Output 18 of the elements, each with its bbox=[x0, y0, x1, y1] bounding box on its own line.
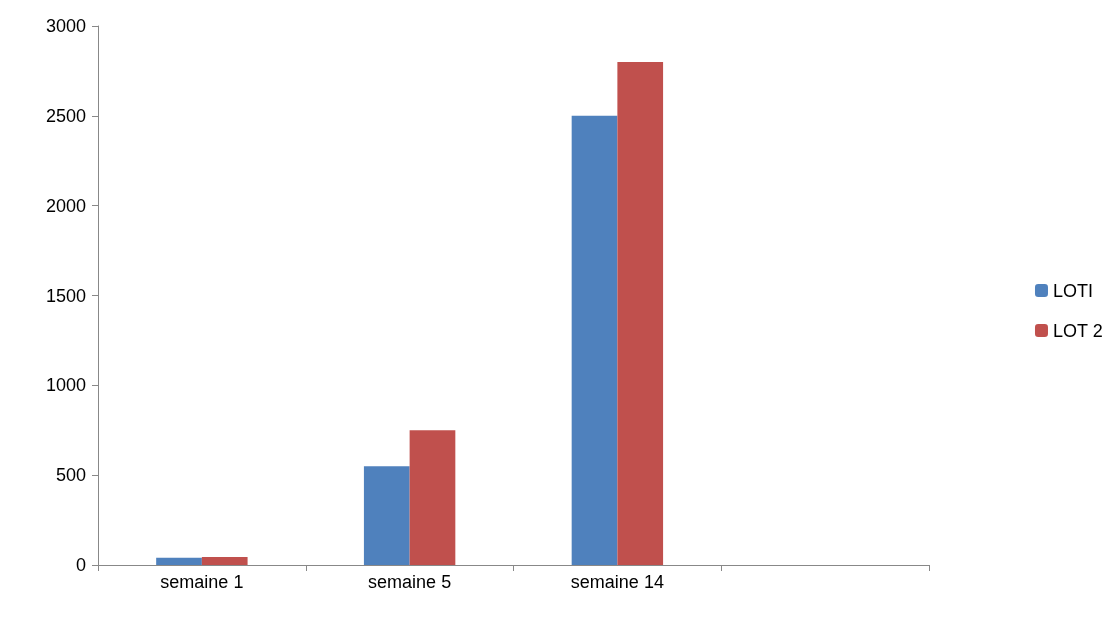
legend-label: LOTI bbox=[1052, 280, 1093, 301]
bar bbox=[156, 557, 202, 565]
x-tick-label: semaine 5 bbox=[368, 572, 452, 592]
y-tick-label: 2000 bbox=[45, 195, 86, 216]
x-tick-label: semaine 1 bbox=[160, 572, 244, 592]
y-tick-label: 2500 bbox=[45, 105, 86, 126]
bar bbox=[363, 466, 410, 565]
y-tick-label: 3000 bbox=[45, 16, 86, 36]
y-tick-label: 0 bbox=[75, 555, 86, 575]
bar bbox=[409, 430, 456, 565]
y-tick-label: 1500 bbox=[45, 285, 86, 306]
bar bbox=[617, 61, 664, 565]
x-tick-label: semaine 14 bbox=[570, 572, 664, 592]
y-tick-label: 500 bbox=[55, 465, 86, 486]
y-tick-label: 1000 bbox=[45, 375, 86, 396]
legend-label: LOT 2 bbox=[1052, 320, 1103, 341]
bar bbox=[201, 556, 248, 565]
bar bbox=[571, 115, 618, 565]
